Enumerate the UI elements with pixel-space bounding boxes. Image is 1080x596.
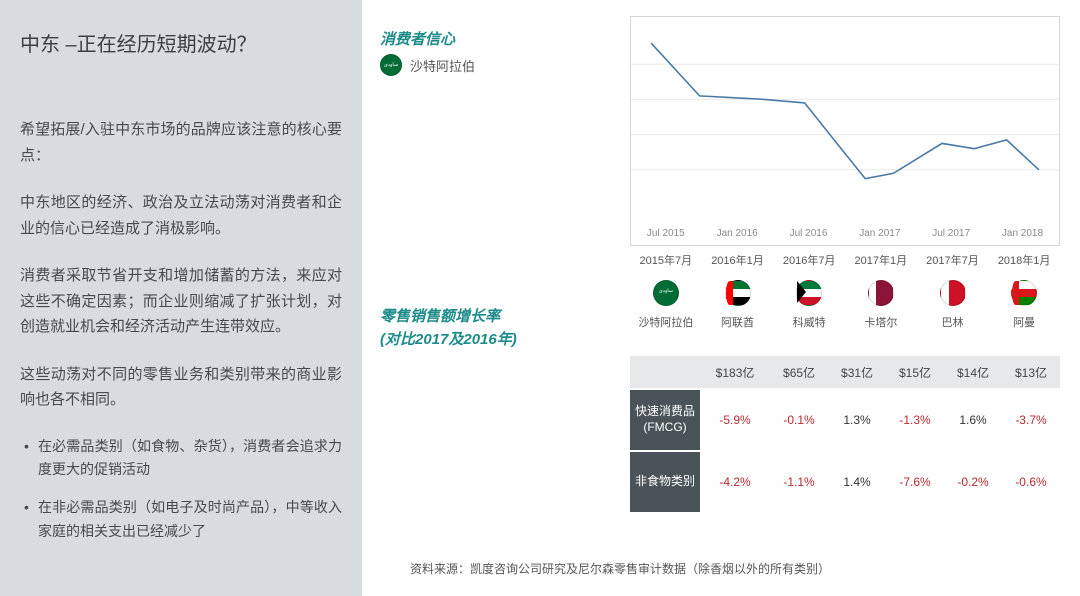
x-tick-inner: Jan 2018 — [1002, 228, 1043, 239]
value-cell: 1.3% — [828, 390, 886, 450]
value-cell: 1.6% — [944, 390, 1002, 450]
row-header: 非食物类别 — [630, 452, 700, 512]
legend-country-label: 沙特阿拉伯 — [410, 56, 475, 75]
country-name: 卡塔尔 — [845, 314, 917, 330]
country-name: 阿联酋 — [702, 314, 774, 330]
x-tick-inner: Jul 2017 — [932, 228, 970, 239]
value-cell: -5.9% — [700, 390, 770, 450]
sidebar-p4: 这些动荡对不同的零售业务和类别带来的商业影响也各不相同。 — [20, 362, 342, 413]
chart-legend: 沙特阿拉伯 — [380, 54, 475, 76]
x-tick-outer: 2016年7月 — [783, 252, 836, 268]
country-name: 巴林 — [917, 314, 989, 330]
x-tick-inner: Jul 2015 — [647, 228, 685, 239]
x-tick-outer: 2017年7月 — [926, 252, 979, 268]
flag-om-icon — [1011, 280, 1037, 306]
value-cell: -4.2% — [700, 452, 770, 512]
country-name: 阿曼 — [988, 314, 1060, 330]
total-cell: $13亿 — [1002, 356, 1060, 388]
chart-x-inner-labels: Jul 2015 Jan 2016 Jul 2016 Jan 2017 Jul 2017… — [631, 228, 1059, 239]
country-col: 巴林 — [917, 280, 989, 330]
blank-hdr — [630, 356, 700, 388]
bullet-1: 在必需品类别（如食物、杂货），消费者会追求力度更大的促销活动 — [20, 435, 342, 483]
data-row: 快速消费品(FMCG)-5.9%-0.1%1.3%-1.3%1.6%-3.7% — [630, 390, 1060, 450]
value-cell: -0.1% — [770, 390, 828, 450]
saudi-flag-icon — [380, 54, 402, 76]
country-col: 沙特阿拉伯 — [630, 280, 702, 330]
retail-title-l1: 零售销售额增长率 — [380, 306, 580, 329]
value-cell: -7.6% — [886, 452, 944, 512]
sidebar-panel: 中东 –正在经历短期波动？ 希望拓展/入驻中东市场的品牌应该注意的核心要点： 中… — [0, 0, 362, 596]
country-col: 阿联酋 — [702, 280, 774, 330]
page-title: 中东 –正在经历短期波动？ — [20, 28, 342, 57]
flag-qa-icon — [868, 280, 894, 306]
country-col: 卡塔尔 — [845, 280, 917, 330]
country-col: 科威特 — [773, 280, 845, 330]
value-cell: -0.2% — [944, 452, 1002, 512]
retail-data-table: $183亿$65亿$31亿$15亿$14亿$13亿快速消费品(FMCG)-5.9… — [630, 356, 1060, 512]
country-name: 沙特阿拉伯 — [630, 314, 702, 330]
retail-title-l2: (对比2017及2016年) — [380, 329, 580, 352]
line-chart-svg — [631, 17, 1059, 217]
x-tick-outer: 2017年1月 — [855, 252, 908, 268]
consumer-confidence-chart: Jul 2015 Jan 2016 Jul 2016 Jan 2017 Jul 2017… — [630, 16, 1060, 246]
consumer-confidence-title: 消费者信心 — [380, 28, 455, 49]
flag-kw-icon — [796, 280, 822, 306]
x-tick-outer: 2016年1月 — [711, 252, 764, 268]
total-cell: $183亿 — [700, 356, 770, 388]
value-cell: -0.6% — [1002, 452, 1060, 512]
country-name: 科威特 — [773, 314, 845, 330]
chart-x-outer-labels: 2015年7月 2016年1月 2016年7月 2017年1月 2017年7月 2018年… — [630, 252, 1060, 268]
data-row: 非食物类别-4.2%-1.1%1.4%-7.6%-0.2%-0.6% — [630, 452, 1060, 512]
x-tick-outer: 2015年7月 — [640, 252, 693, 268]
totals-row: $183亿$65亿$31亿$15亿$14亿$13亿 — [630, 356, 1060, 388]
sidebar-p1: 希望拓展/入驻中东市场的品牌应该注意的核心要点： — [20, 117, 342, 168]
sidebar-p2: 中东地区的经济、政治及立法动荡对消费者和企业的信心已经造成了消极影响。 — [20, 190, 342, 241]
value-cell: -1.1% — [770, 452, 828, 512]
value-cell: 1.4% — [828, 452, 886, 512]
value-cell: -3.7% — [1002, 390, 1060, 450]
main-panel: 消费者信心 沙特阿拉伯 Jul 2015 Jan 2016 Jul 2016 Jan … — [380, 0, 1080, 596]
value-cell: -1.3% — [886, 390, 944, 450]
sidebar-bullets: 在必需品类别（如食物、杂货），消费者会追求力度更大的促销活动 在非必需品类别（如… — [20, 435, 342, 544]
total-cell: $31亿 — [828, 356, 886, 388]
bullet-2: 在非必需品类别（如电子及时尚产品），中等收入家庭的相关支出已经减少了 — [20, 496, 342, 544]
x-tick-inner: Jan 2016 — [717, 228, 758, 239]
flag-ae-icon — [725, 280, 751, 306]
sidebar-p3: 消费者采取节省开支和增加储蓄的方法，来应对这些不确定因素；而企业则缩减了扩张计划… — [20, 263, 342, 340]
flag-bh-icon — [940, 280, 966, 306]
x-tick-inner: Jan 2017 — [859, 228, 900, 239]
total-cell: $65亿 — [770, 356, 828, 388]
row-header: 快速消费品(FMCG) — [630, 390, 700, 450]
country-col: 阿曼 — [988, 280, 1060, 330]
source-note: 资料来源：凯度咨询公司研究及尼尔森零售审计数据（除香烟以外的所有类别） — [410, 560, 830, 577]
retail-growth-title: 零售销售额增长率 (对比2017及2016年) — [380, 306, 580, 351]
flag-sa-icon — [653, 280, 679, 306]
x-tick-inner: Jul 2016 — [790, 228, 828, 239]
country-flags-row: 沙特阿拉伯 阿联酋 科威特 卡塔尔 巴林 阿曼 — [630, 280, 1060, 330]
x-tick-outer: 2018年1月 — [998, 252, 1051, 268]
total-cell: $14亿 — [944, 356, 1002, 388]
total-cell: $15亿 — [886, 356, 944, 388]
